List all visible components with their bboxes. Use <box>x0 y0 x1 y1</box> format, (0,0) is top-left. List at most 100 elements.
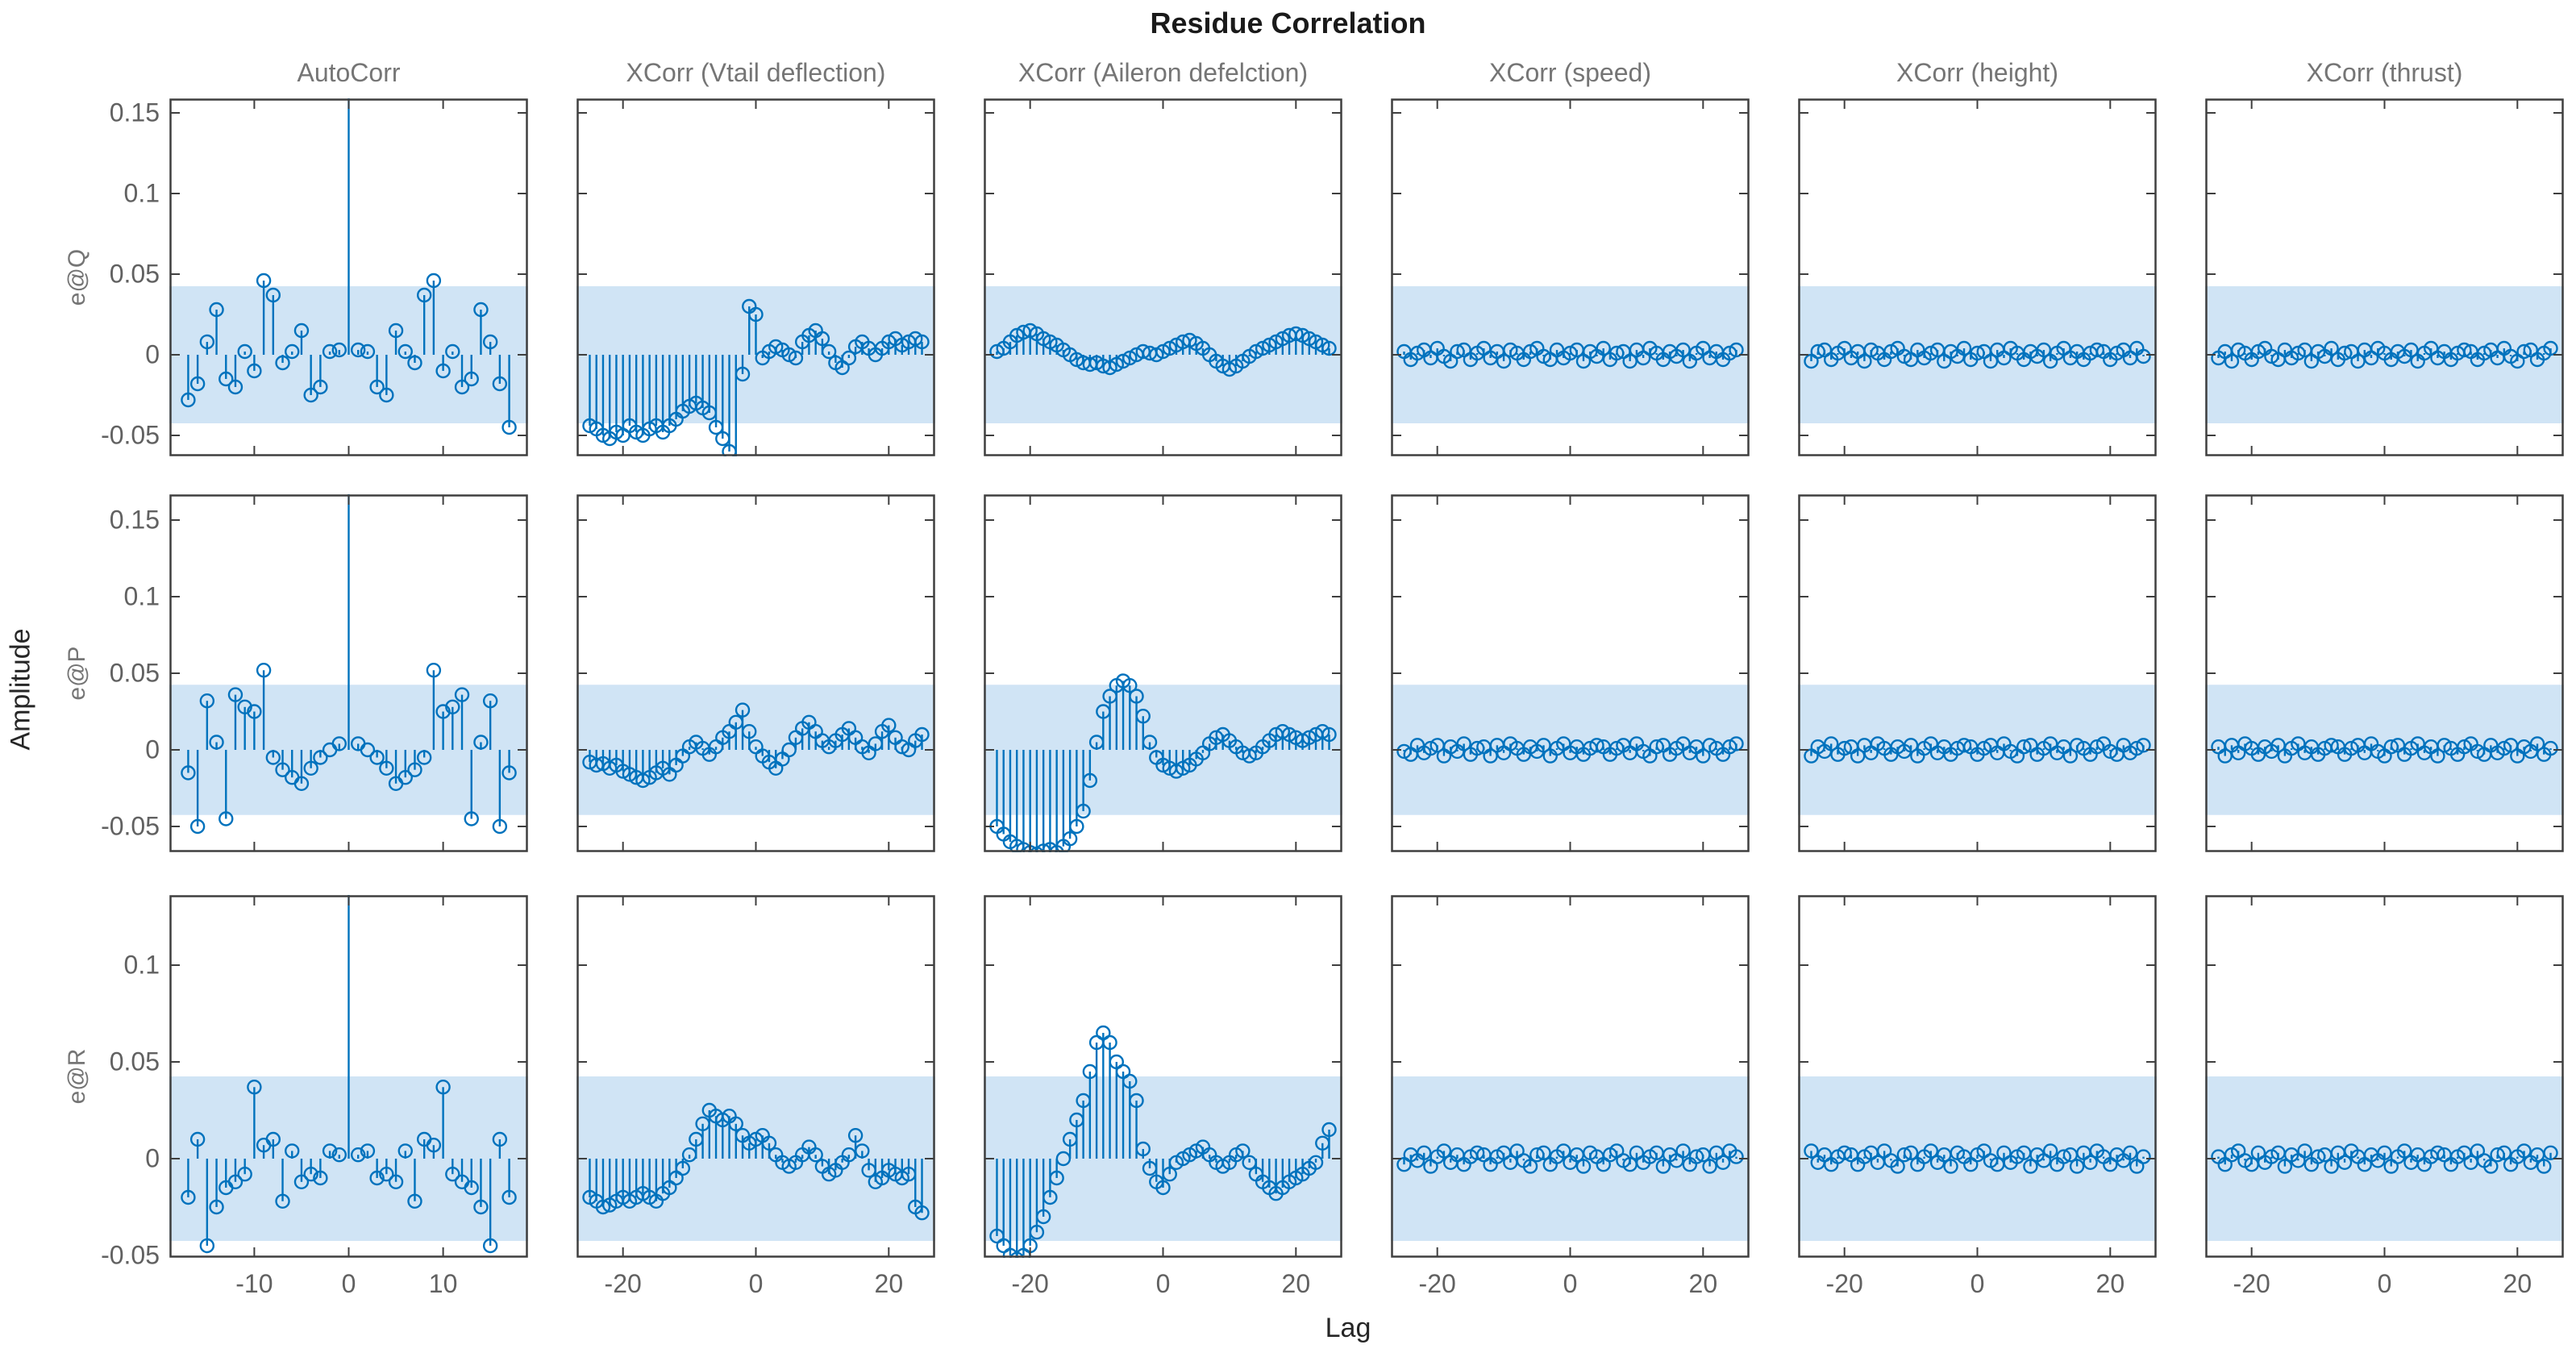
x-tick-label: 20 <box>2095 1269 2125 1298</box>
stem-marker <box>595 1199 611 1215</box>
stem-marker <box>492 376 508 392</box>
stem-marker <box>2403 342 2419 358</box>
stem-marker <box>237 343 252 360</box>
stem-marker <box>473 1199 489 1215</box>
subplot-e@P-XCorr (Vtail deflection) <box>576 494 935 852</box>
stem-marker <box>360 343 376 360</box>
stem-marker <box>482 693 498 709</box>
stem-series <box>1396 1143 1744 1174</box>
y-tick-label: 0.1 <box>123 950 160 980</box>
stem-series <box>1804 340 2151 369</box>
stem-marker <box>1076 803 1091 819</box>
stem-series <box>582 1102 930 1221</box>
axes-box <box>1391 98 1750 456</box>
stem-marker <box>407 762 422 777</box>
stem-marker <box>397 343 413 360</box>
axes-box <box>576 895 935 1258</box>
stem-marker <box>914 1205 930 1221</box>
stem-marker <box>2324 340 2339 356</box>
axis-ticks <box>2207 897 2562 1256</box>
x-tick-label: 0 <box>2377 1269 2392 1298</box>
y-tick-label: 0.05 <box>109 259 160 289</box>
stem-marker <box>482 334 498 350</box>
stem-marker <box>247 704 262 719</box>
stem-series <box>1396 736 1744 764</box>
axes-box <box>1798 98 2157 456</box>
stem-marker <box>1715 1155 1731 1170</box>
x-tick-label: 0 <box>1155 1269 1171 1298</box>
stem-marker <box>602 760 618 776</box>
stem-marker <box>847 1128 864 1143</box>
x-tick-label: -20 <box>604 1269 642 1298</box>
stem-marker <box>464 371 479 387</box>
stem-marker <box>1321 726 1337 743</box>
stem-marker <box>821 343 837 360</box>
stem-marker <box>379 760 394 776</box>
stem-marker <box>2483 1159 2499 1174</box>
stem-marker <box>331 736 347 751</box>
subplot-e@P-AutoCorr <box>169 494 528 852</box>
stem-marker <box>814 331 830 347</box>
stem-marker <box>1162 1167 1177 1182</box>
subplot-e@R-XCorr (height) <box>1798 895 2157 1258</box>
stem-marker <box>285 1143 300 1159</box>
stem-series <box>989 673 1337 852</box>
x-tick-label: 0 <box>1563 1269 1578 1298</box>
x-tick-label: -20 <box>1011 1269 1049 1298</box>
x-tick-label: -10 <box>235 1269 273 1298</box>
stem-marker <box>1556 1143 1571 1159</box>
stem-marker <box>1956 340 1972 356</box>
stem-marker <box>397 1143 413 1159</box>
subplot-e@R-XCorr (thrust) <box>2205 895 2564 1258</box>
x-tick-label: 0 <box>1970 1269 1985 1298</box>
stem-marker <box>1857 353 1872 369</box>
stem-marker <box>1903 1145 1919 1160</box>
stem-marker <box>735 366 751 382</box>
stem-marker <box>1702 738 1717 753</box>
axis-ticks <box>171 897 526 1256</box>
stem-marker <box>1596 340 1611 356</box>
stem-marker <box>426 1138 442 1153</box>
stem-marker <box>2089 342 2105 358</box>
column-title-xcorr-height: XCorr (height) <box>1896 58 2058 87</box>
column-title-xcorr-speed: XCorr (speed) <box>1489 58 1651 87</box>
stem-marker <box>1729 736 1744 751</box>
figure-title: Residue Correlation <box>1150 6 1426 40</box>
stem-marker <box>209 1199 224 1215</box>
stem-marker <box>1135 709 1151 724</box>
subplot-e@Q-XCorr (Aileron defelction) <box>984 98 1342 456</box>
stem-marker <box>2217 748 2233 764</box>
stem-marker <box>2297 1143 2312 1159</box>
stem-marker <box>1417 1145 1432 1160</box>
stem-marker <box>1315 724 1330 739</box>
axis-ticks <box>171 496 526 851</box>
stem-marker <box>1536 1145 1551 1160</box>
stem-marker <box>2516 1143 2532 1159</box>
stem-marker <box>313 379 328 395</box>
stem-marker <box>1129 689 1144 704</box>
subplot-e@R-XCorr (speed) <box>1391 895 1750 1258</box>
stem-marker <box>2083 1155 2098 1170</box>
stem-marker <box>331 342 347 358</box>
stem-marker <box>293 323 310 339</box>
stem-marker <box>275 762 290 777</box>
stem-marker <box>1824 736 1839 751</box>
axes-box <box>984 494 1342 852</box>
subplot-e@R-AutoCorr <box>169 895 528 1258</box>
stem-marker <box>855 1143 870 1159</box>
stem-marker <box>275 355 290 371</box>
x-tick-label: -20 <box>2233 1269 2270 1298</box>
stem-marker <box>454 687 470 702</box>
y-tick-label: 0 <box>145 1143 160 1173</box>
stem-marker <box>1049 1170 1064 1186</box>
stem-marker <box>1122 1073 1138 1089</box>
stem-marker <box>914 334 930 350</box>
x-tick-label: 20 <box>1688 1269 1718 1298</box>
stem-marker <box>247 1079 262 1095</box>
stem-marker <box>275 1193 290 1209</box>
stem-marker <box>1321 340 1337 356</box>
stem-marker <box>1288 326 1304 342</box>
stem-marker <box>303 760 318 776</box>
stem-marker <box>2023 1159 2038 1174</box>
stem-marker <box>237 699 252 714</box>
